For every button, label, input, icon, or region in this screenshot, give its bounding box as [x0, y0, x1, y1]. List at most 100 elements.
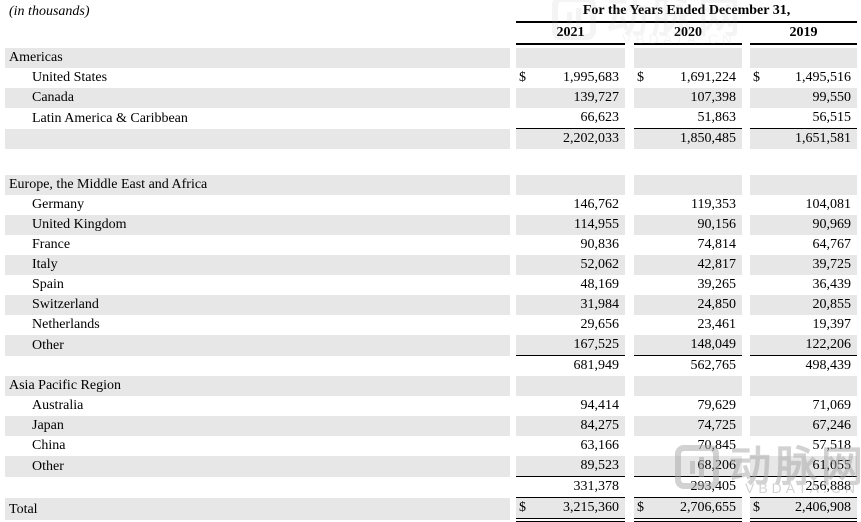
row-label: France — [32, 237, 71, 252]
dollar-sign: $ — [519, 500, 526, 515]
section-label: Americas — [5, 48, 510, 68]
units-note: (in thousands) — [9, 4, 90, 19]
row-emea-other: Other 167,525 148,049 122,206 — [5, 335, 858, 356]
row-label: Switzerland — [5, 295, 510, 315]
amount-2019: 104,081 — [805, 197, 852, 212]
total-row: Total $3,215,360 $2,706,655 $2,406,908 — [5, 497, 858, 522]
row-latin-america: Latin America & Caribbean 66,623 51,863 … — [5, 108, 858, 129]
subtotal-2021: 331,378 — [573, 479, 620, 494]
row-label: Canada — [5, 88, 510, 108]
row-label: Spain — [32, 277, 64, 292]
year-2019: 2019 — [750, 22, 858, 45]
section-row-asia-pacific: Asia Pacific Region — [5, 376, 858, 396]
amount-2020: 23,461 — [697, 317, 737, 332]
amount-2020: 1,691,224 — [680, 70, 736, 85]
amount-2021: 94,414 — [580, 398, 620, 413]
subtotal-row-emea: 681,949 562,765 498,439 — [5, 356, 857, 377]
dollar-sign: $ — [519, 70, 526, 85]
amount-2021: 146,762 — [573, 197, 620, 212]
header-title-row: (in thousands) For the Years Ended Decem… — [5, 1, 858, 23]
row-label: Germany — [32, 197, 85, 212]
amount-2020: 70,845 — [697, 438, 737, 453]
dollar-sign: $ — [637, 500, 644, 515]
amount-2019: 90,969 — [812, 217, 852, 232]
total-2021: 3,215,360 — [563, 500, 619, 515]
amount-2020: 68,206 — [697, 458, 737, 473]
section-gap — [5, 149, 857, 175]
year-2021: 2021 — [516, 22, 625, 45]
section-row-emea: Europe, the Middle East and Africa — [5, 175, 858, 195]
subtotal-2019: 1,651,581 — [795, 131, 852, 146]
total-label: Total — [5, 497, 510, 520]
row-label: Italy — [5, 255, 510, 275]
header-years-row: 2021 2020 2019 — [5, 22, 858, 45]
row-japan: Japan 84,275 74,725 67,246 — [5, 416, 858, 436]
subtotal-row-asia-pacific: 331,378 293,405 256,888 — [5, 476, 858, 498]
revenue-by-geography-table: (in thousands) For the Years Ended Decem… — [5, 1, 858, 522]
amount-2019: 64,767 — [812, 237, 852, 252]
row-spain: Spain 48,169 39,265 36,439 — [5, 275, 857, 295]
amount-2019: 67,246 — [812, 418, 852, 433]
row-canada: Canada 139,727 107,398 99,550 — [5, 88, 858, 108]
amount-2019: 71,069 — [812, 398, 852, 413]
amount-2020: 148,049 — [690, 337, 737, 352]
amount-2020: 74,725 — [697, 418, 737, 433]
amount-2021: 90,836 — [580, 237, 620, 252]
subtotal-2019: 498,439 — [805, 358, 852, 373]
total-2020: 2,706,655 — [680, 500, 736, 515]
total-2019: 2,406,908 — [795, 500, 852, 515]
subtotal-2019: 256,888 — [805, 479, 852, 494]
section-label: Europe, the Middle East and Africa — [5, 175, 510, 195]
year-2020: 2020 — [634, 22, 742, 45]
row-australia: Australia 94,414 79,629 71,069 — [5, 396, 857, 416]
amount-2019: 20,855 — [812, 297, 852, 312]
row-switzerland: Switzerland 31,984 24,850 20,855 — [5, 295, 858, 315]
subtotal-2020: 293,405 — [690, 479, 737, 494]
subtotal-2021: 681,949 — [573, 358, 620, 373]
amount-2019: 39,725 — [812, 257, 852, 272]
row-label: Netherlands — [32, 317, 100, 332]
row-label: United Kingdom — [5, 215, 510, 235]
dollar-sign: $ — [637, 70, 644, 85]
subtotal-2020: 1,850,485 — [680, 131, 736, 146]
row-germany: Germany 146,762 119,353 104,081 — [5, 195, 857, 215]
amount-2021: 66,623 — [580, 110, 620, 125]
subtotal-row-americas: 2,202,033 1,850,485 1,651,581 — [5, 128, 858, 149]
amount-2021: 29,656 — [580, 317, 620, 332]
amount-2021: 139,727 — [573, 90, 620, 105]
amount-2021: 31,984 — [580, 297, 620, 312]
row-label: Latin America & Caribbean — [32, 110, 188, 126]
amount-2019: 99,550 — [812, 90, 852, 105]
row-asia-other: Other 89,523 68,206 61,055 — [5, 456, 858, 477]
amount-2019: 122,206 — [805, 337, 852, 352]
amount-2021: 114,955 — [574, 217, 619, 232]
amount-2021: 1,995,683 — [563, 70, 619, 85]
row-china: China 63,166 70,845 57,518 — [5, 436, 857, 456]
amount-2019: 57,518 — [812, 438, 852, 453]
row-label: United States — [32, 70, 108, 85]
row-united-states: United States $1,995,683 $1,691,224 $1,4… — [5, 68, 857, 88]
amount-2020: 90,156 — [697, 217, 737, 232]
amount-2019: 36,439 — [812, 277, 852, 292]
amount-2021: 167,525 — [573, 337, 620, 352]
period-title: For the Years Ended December 31, — [516, 1, 858, 23]
amount-2019: 56,515 — [812, 110, 852, 125]
amount-2020: 24,850 — [697, 297, 737, 312]
row-label: Japan — [5, 416, 510, 436]
row-italy: Italy 52,062 42,817 39,725 — [5, 255, 858, 275]
amount-2020: 74,814 — [697, 237, 737, 252]
amount-2020: 119,353 — [691, 197, 736, 212]
amount-2019: 19,397 — [812, 317, 852, 332]
amount-2020: 42,817 — [697, 257, 737, 272]
row-netherlands: Netherlands 29,656 23,461 19,397 — [5, 315, 857, 335]
amount-2019: 1,495,516 — [795, 70, 852, 85]
row-label: Australia — [32, 398, 84, 413]
dollar-sign: $ — [753, 500, 760, 515]
amount-2021: 52,062 — [580, 257, 620, 272]
row-united-kingdom: United Kingdom 114,955 90,156 90,969 — [5, 215, 858, 235]
amount-2021: 84,275 — [580, 418, 620, 433]
subtotal-2020: 562,765 — [690, 358, 737, 373]
section-label: Asia Pacific Region — [5, 376, 510, 396]
amount-2019: 61,055 — [812, 458, 852, 473]
amount-2020: 107,398 — [690, 90, 737, 105]
